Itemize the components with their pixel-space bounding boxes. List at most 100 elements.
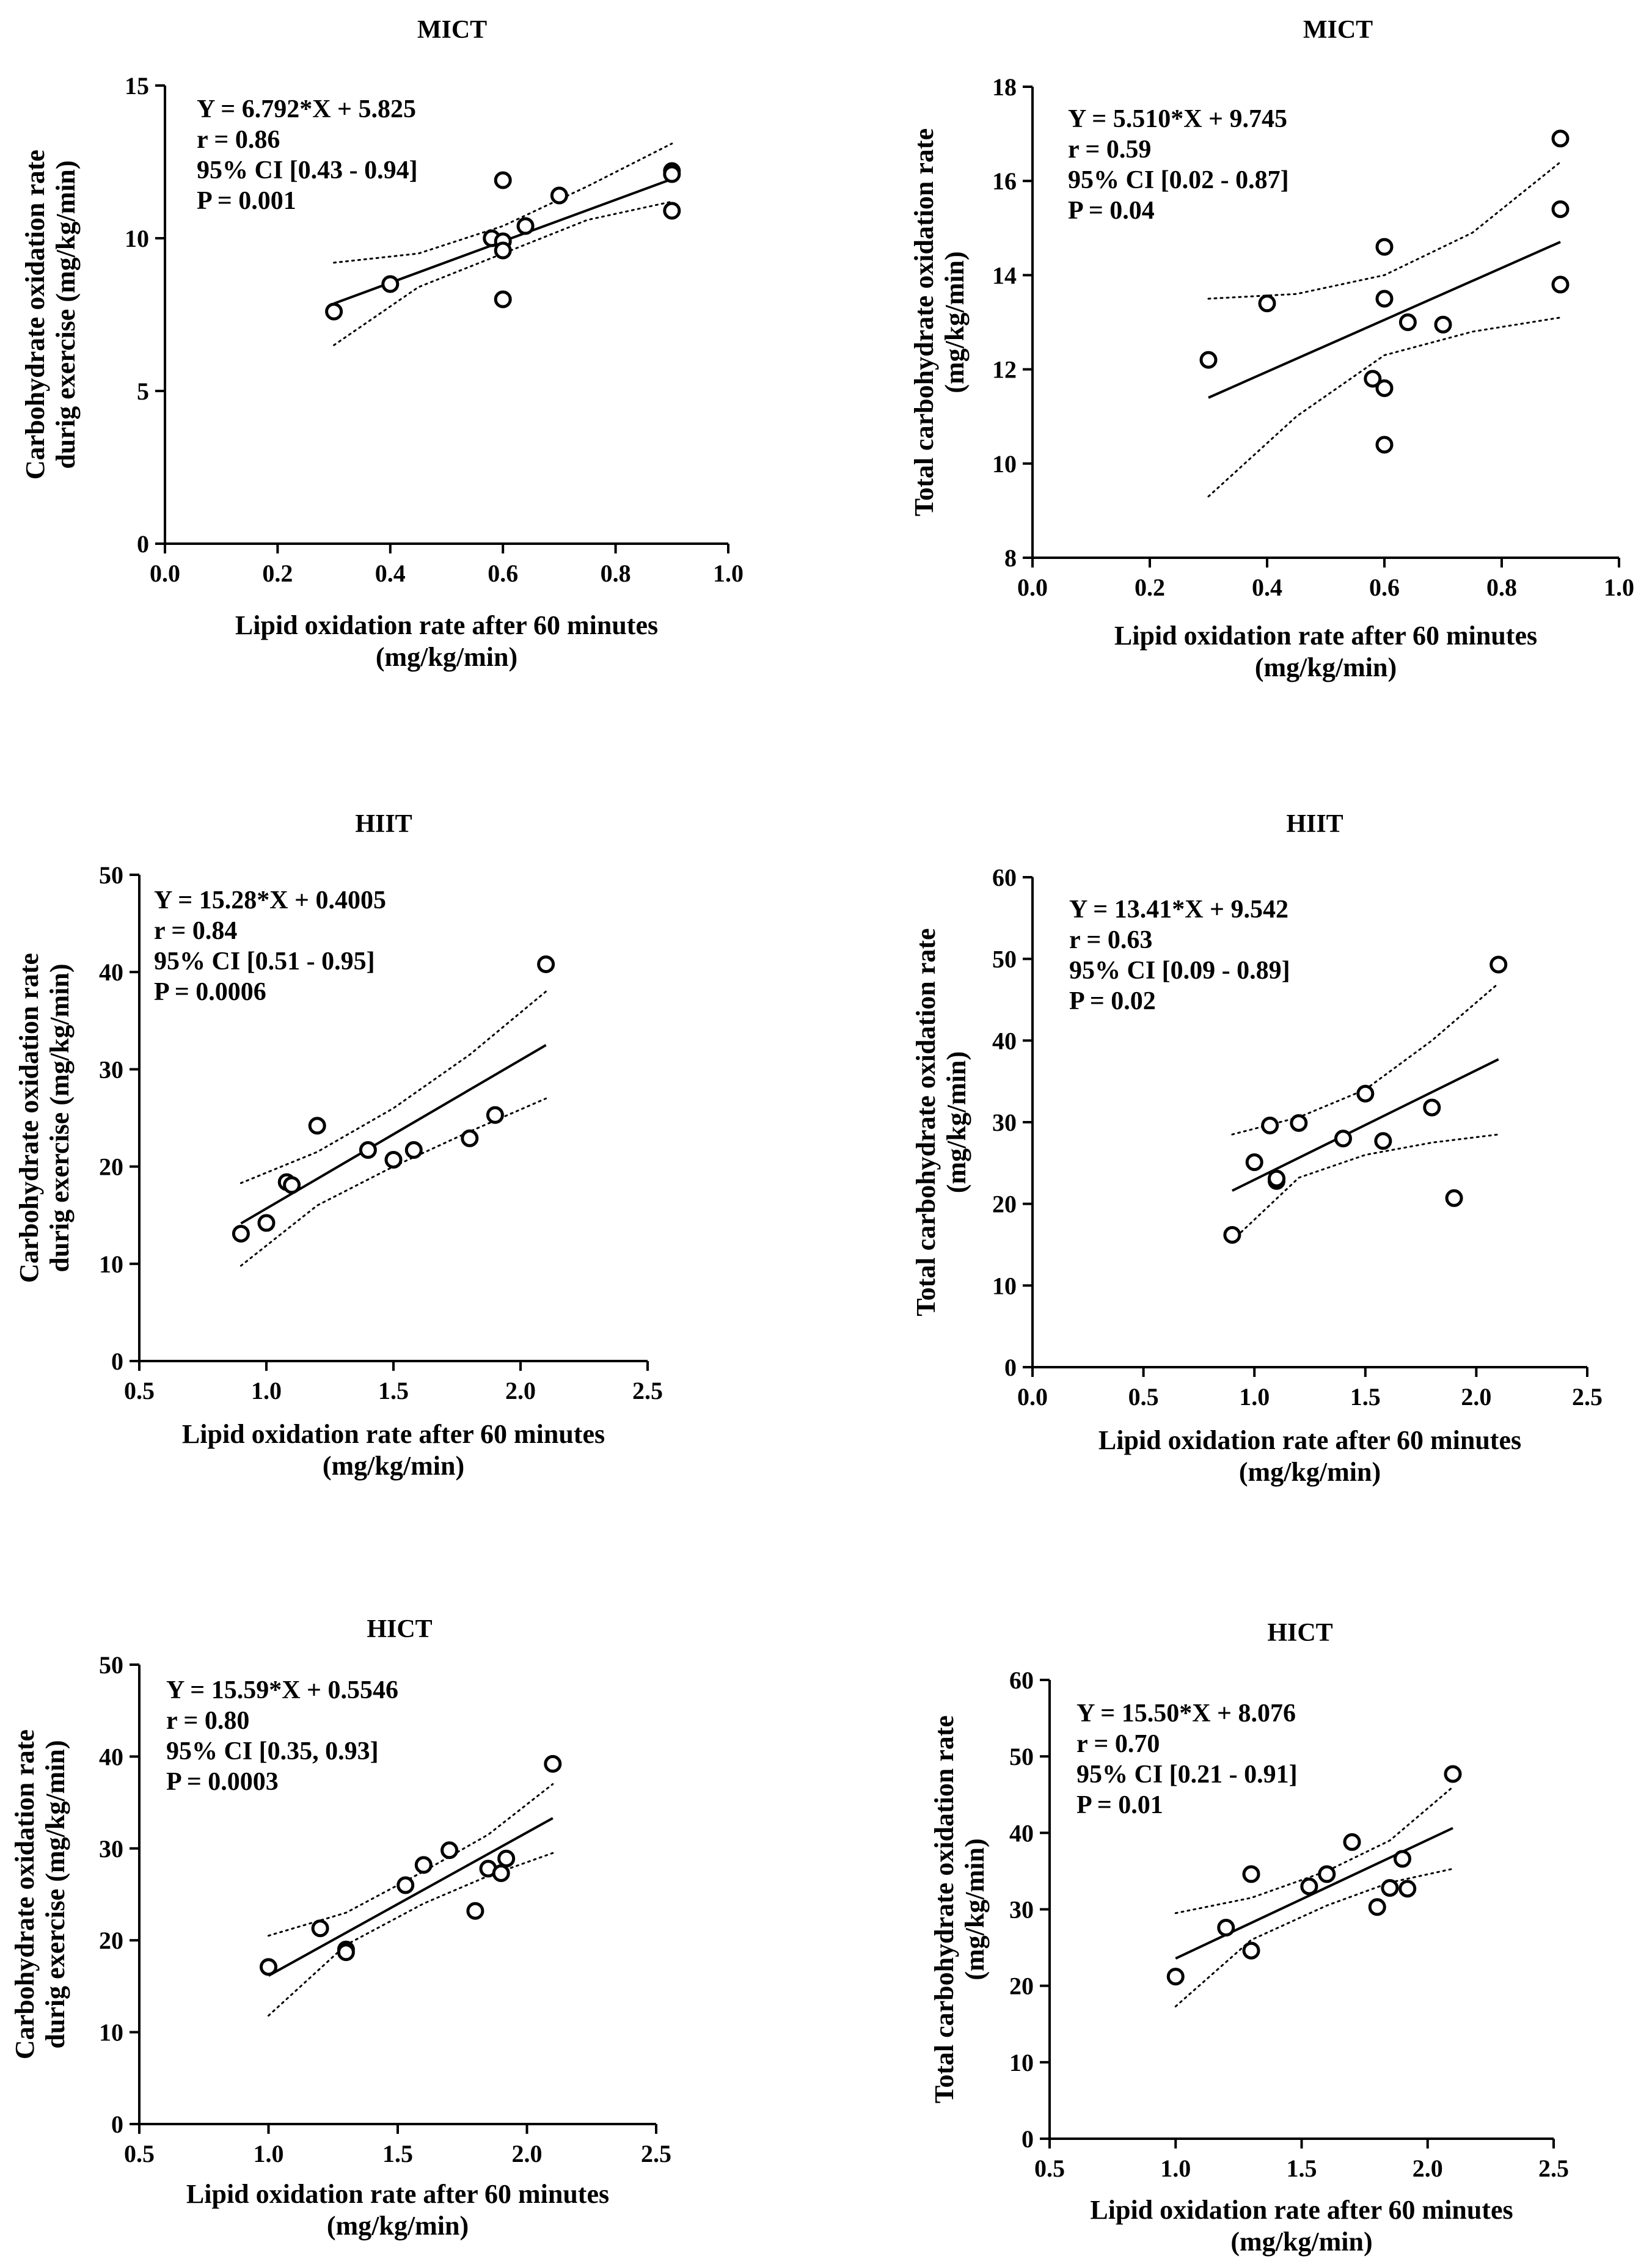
stat-annotation-line: 95% CI [0.21 - 0.91] [1076,1761,1298,1789]
data-point [494,241,512,260]
chart-title: MICT [417,16,487,44]
x-tick-label: 2.0 [505,1377,536,1404]
x-tick-label: 1.5 [1287,2155,1317,2182]
data-point [1444,1765,1462,1783]
data-point [1398,313,1417,331]
y-tick-label: 40 [99,1743,123,1770]
x-tick-label: 0.2 [262,560,293,587]
data-point [397,1876,415,1894]
y-axis-label: Carbohydrate oxidation rate [14,953,44,1283]
stat-annotation-line: Y = 15.28*X + 0.4005 [154,886,386,914]
ci-upper-line [1174,1786,1454,1915]
stat-annotation-line: r = 0.84 [154,917,237,945]
x-tick-label: 1.0 [251,1377,282,1404]
stat-annotation-line: P = 0.02 [1069,987,1156,1015]
data-point [492,1864,510,1882]
data-point [544,1754,562,1773]
y-tick-label: 0 [111,2111,123,2138]
data-point [1261,1116,1279,1134]
data-point [486,1106,504,1124]
chart-panel-1: MICT 0.0 0.2 0.4 0.6 0.8 1.0 0 5 10 15 Lipid oxidat… [20,16,744,672]
data-point [1356,1084,1375,1103]
y-tick-label: 30 [992,1109,1017,1136]
y-tick-label: 50 [99,861,123,889]
x-axis-label: Lipid oxidation rate after 60 minutes [1090,2195,1513,2225]
y-tick-label: 60 [992,864,1017,891]
chart-title: HIIT [1286,810,1343,838]
y-tick-label: 10 [99,2019,123,2046]
x-axis-label: (mg/kg/min) [327,2211,469,2241]
x-tick-label: 0.8 [1486,574,1517,601]
y-tick-label: 30 [99,1056,123,1083]
data-point [1394,1850,1411,1868]
stat-annotation-line: Y = 5.510*X + 9.745 [1068,105,1287,133]
y-axis-label: (mg/kg/min) [960,1838,990,1980]
data-point [1551,276,1570,294]
y-tick-label: 0 [1022,2125,1034,2153]
x-axis-label: (mg/kg/min) [1230,2227,1372,2257]
y-tick-label: 15 [125,72,149,100]
data-point [1381,1878,1399,1897]
stat-annotation-line: 95% CI [0.51 - 0.95] [154,947,375,976]
ci-upper-line [239,990,547,1185]
data-point [1364,370,1382,388]
x-tick-label: 0.8 [601,560,631,587]
x-tick-label: 1.0 [1160,2155,1191,2182]
x-axis-label: (mg/kg/min) [1255,652,1397,682]
y-tick-label: 30 [1009,1896,1034,1924]
x-tick-label: 0.5 [1034,2155,1065,2182]
y-axis-label: durig exercise (mg/kg/min) [45,963,75,1272]
x-tick-label: 0.5 [124,2140,155,2167]
y-tick-label: 16 [992,167,1017,195]
y-tick-label: 12 [992,356,1017,384]
y-tick-label: 30 [99,1835,123,1863]
data-point [1375,238,1394,256]
data-point [550,186,568,205]
y-axis-label: durig exercise (mg/kg/min) [40,1740,70,2048]
chart-title: HIIT [355,810,412,838]
data-point [1223,1225,1241,1244]
ci-upper-line [333,142,673,264]
data-point [1375,290,1394,308]
y-tick-label: 14 [992,261,1017,289]
stat-annotation-line: 95% CI [0.02 - 0.87] [1068,166,1289,194]
x-tick-label: 0.4 [375,560,406,587]
data-point [311,1919,329,1938]
data-point [381,275,400,293]
y-axis-label: (mg/kg/min) [941,1051,971,1193]
data-point [466,1902,484,1920]
x-tick-label: 0.5 [124,1377,155,1404]
data-point [308,1117,326,1135]
x-tick-label: 2.5 [641,2140,671,2167]
x-tick-label: 0.6 [488,560,518,587]
stat-annotation-line: P = 0.04 [1068,197,1155,225]
x-axis-label: Lipid oxidation rate after 60 minutes [182,1419,605,1449]
chart-title: MICT [1303,16,1373,44]
data-point [1166,1968,1185,1986]
data-point [1290,1114,1308,1132]
y-tick-label: 40 [992,1027,1017,1054]
x-axis-label: (mg/kg/min) [323,1451,464,1481]
x-tick-label: 2.5 [1538,2155,1569,2182]
ci-upper-line [1207,161,1562,300]
x-axis-label: Lipid oxidation rate after 60 minutes [1114,621,1537,651]
stat-annotation-line: P = 0.01 [1076,1791,1163,1819]
x-axis-label: Lipid oxidation rate after 60 minutes [235,610,658,640]
x-tick-label: 1.0 [1604,574,1634,601]
stat-annotation-line: 95% CI [0.09 - 0.89] [1069,957,1290,985]
chart-panel-2: MICT 0.0 0.2 0.4 0.6 0.8 1.0 8 10 12 14 16 18 Lipid o… [909,16,1634,682]
data-point [440,1841,459,1860]
y-tick-label: 0 [1004,1354,1017,1381]
data-point [494,290,512,308]
y-tick-label: 20 [992,1191,1017,1218]
data-point [497,1849,516,1867]
data-point [494,171,512,189]
x-tick-label: 2.0 [1461,1383,1491,1411]
data-point [325,302,343,321]
y-tick-label: 20 [99,1153,123,1181]
y-tick-label: 50 [1009,1743,1034,1770]
regression-line [1231,1058,1499,1192]
data-point [1334,1130,1352,1148]
data-point [1398,1880,1417,1898]
x-axis-label: Lipid oxidation rate after 60 minutes [186,2179,609,2209]
